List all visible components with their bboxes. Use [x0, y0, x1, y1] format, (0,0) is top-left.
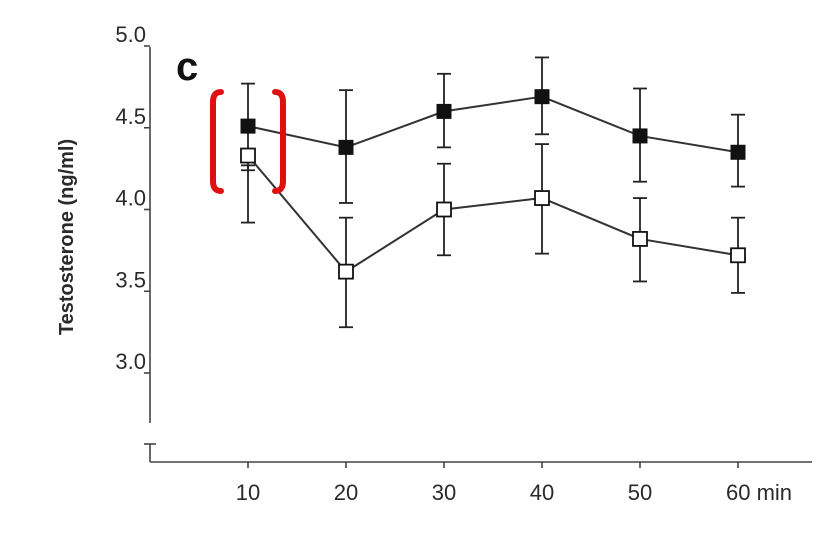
series-1 [240, 56, 746, 204]
x-tick-label: 20 [334, 480, 358, 505]
data-point [338, 139, 354, 155]
y-ticks: 3.0 3.5 4.0 4.5 5.0 [115, 22, 150, 374]
y-tick-label: 4.5 [115, 104, 146, 129]
y-tick-label: 3.0 [115, 349, 146, 374]
data-point [534, 190, 550, 206]
x-ticks: 10 20 30 40 50 60 min [236, 462, 792, 505]
y-tick-label: 5.0 [115, 22, 146, 47]
series-2 [240, 143, 746, 329]
series-layer [240, 56, 746, 329]
y-tick-label: 4.0 [115, 186, 146, 211]
highlight-layer [210, 89, 286, 194]
data-point [534, 89, 550, 105]
data-point [730, 247, 746, 264]
data-point [436, 201, 452, 218]
series-line [247, 154, 739, 273]
data-point [240, 118, 256, 134]
y-axis-label: Testosterone (ng/ml) [56, 139, 78, 335]
x-tick-label: 50 [628, 480, 652, 505]
data-point [436, 103, 452, 119]
highlight-bracket-left [210, 89, 224, 194]
x-tick-label: 60 min [726, 480, 792, 505]
panel-label: c [176, 45, 198, 89]
data-point [632, 128, 648, 144]
axes [144, 47, 812, 463]
data-point [730, 144, 746, 160]
data-point [240, 147, 256, 164]
x-tick-label: 40 [530, 480, 554, 505]
highlight-bracket-right [272, 89, 286, 194]
series-line [247, 95, 739, 154]
y-tick-label: 3.5 [115, 267, 146, 292]
data-point [338, 263, 354, 280]
x-tick-label: 10 [236, 480, 260, 505]
x-tick-label: 30 [432, 480, 456, 505]
data-point [632, 231, 648, 247]
